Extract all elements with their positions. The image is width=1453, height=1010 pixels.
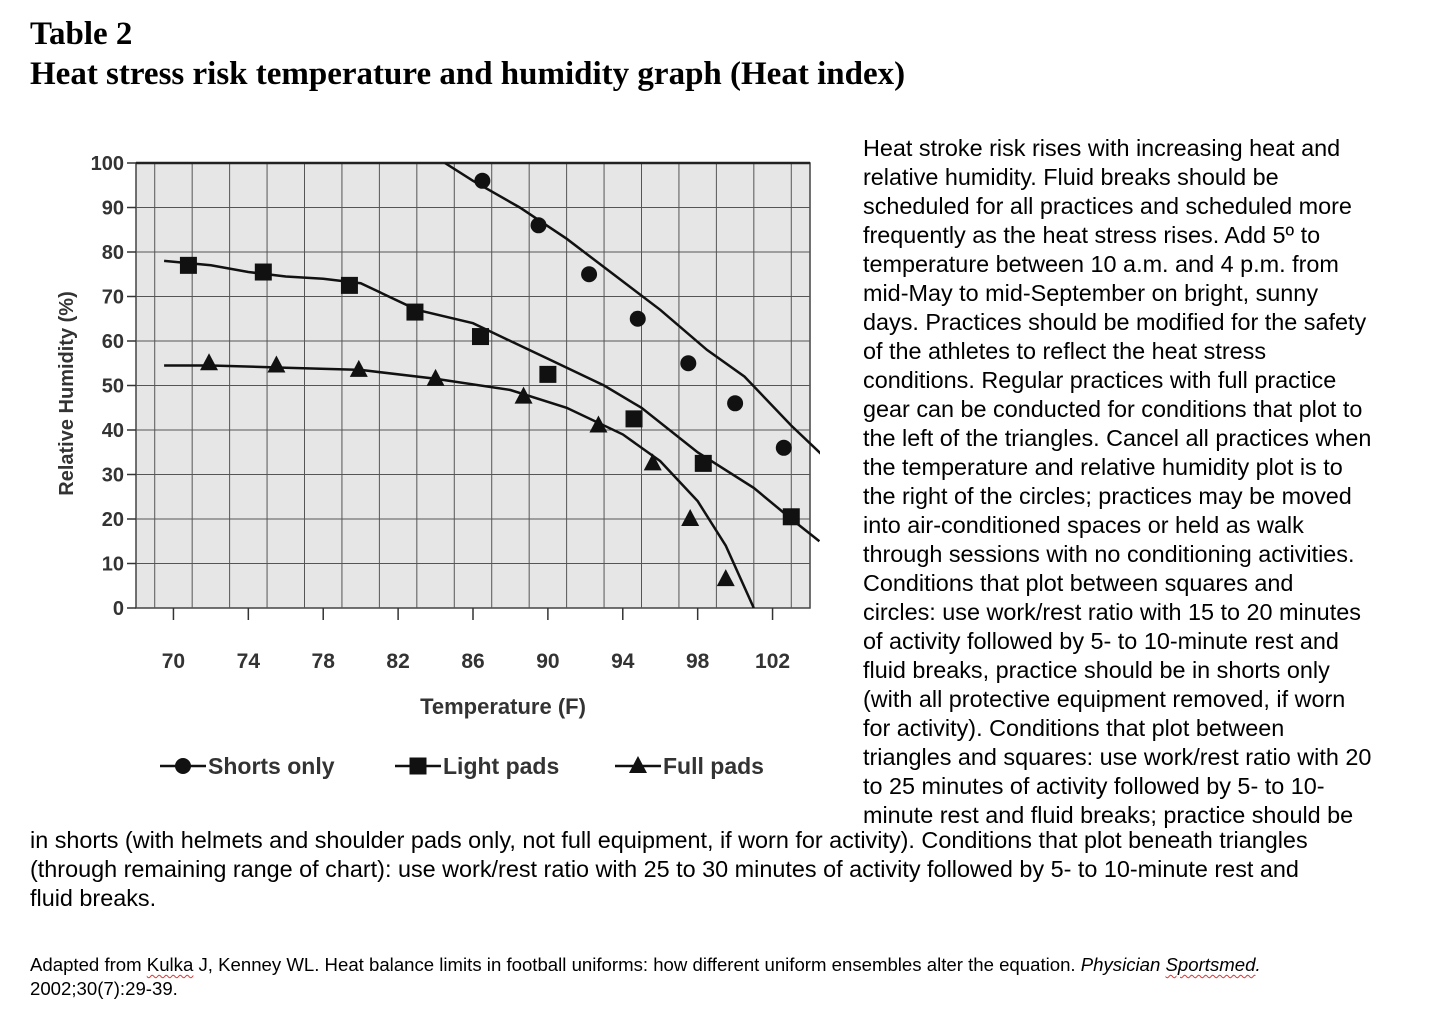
- table-heading: Heat stress risk temperature and humidit…: [30, 56, 906, 92]
- data-point-light-pads: [782, 508, 800, 526]
- citation-journal-a: Physician: [1080, 954, 1166, 975]
- citation-author-surname: Kulka: [146, 954, 194, 975]
- side-text-line: to 25 minutes of activity followed by 5-…: [863, 773, 1325, 799]
- data-point-shorts-only: [727, 395, 744, 412]
- data-point-light-pads: [254, 263, 272, 281]
- y-tick-label: 70: [102, 287, 124, 309]
- x-tick-label: 90: [536, 650, 559, 673]
- side-text-line: conditions. Regular practices with full …: [863, 367, 1337, 393]
- x-tick-label: 94: [611, 650, 635, 673]
- data-point-shorts-only: [581, 266, 598, 283]
- side-text-line: temperature between 10 a.m. and 4 p.m. f…: [863, 251, 1339, 277]
- description-continued: in shorts (with helmets and shoulder pad…: [30, 826, 1430, 913]
- x-tick-label: 82: [386, 650, 409, 673]
- data-point-full-pads: [589, 415, 608, 433]
- side-text-line: the temperature and relative humidity pl…: [863, 454, 1343, 480]
- page-title: Table 2 Heat stress risk temperature and…: [30, 14, 905, 94]
- side-text-line: of the athletes to reflect the heat stre…: [863, 338, 1267, 364]
- table-label: Table 2: [30, 16, 133, 52]
- side-text-line: mid-May to mid-September on bright, sunn…: [863, 280, 1319, 306]
- y-tick-label: 100: [91, 153, 124, 175]
- legend-label-shorts-only: Shorts only: [208, 753, 335, 779]
- side-text-line: circles: use work/rest ratio with 15 to …: [863, 599, 1361, 625]
- legend-marker-full-pads: [629, 756, 647, 773]
- data-point-light-pads: [406, 303, 424, 321]
- series-line-shorts-only: [444, 163, 820, 455]
- data-point-full-pads: [349, 359, 368, 377]
- y-tick-label: 0: [113, 598, 124, 620]
- side-text-line: Heat stroke risk rises with increasing h…: [863, 135, 1341, 161]
- data-point-full-pads: [200, 353, 219, 371]
- y-tick-label: 90: [102, 198, 124, 220]
- citation-journal-end: .: [1255, 954, 1261, 975]
- side-text-line: minute rest and fluid breaks; practice s…: [863, 802, 1354, 828]
- citation-line2: 2002;30(7):29-39.: [30, 978, 178, 999]
- data-point-shorts-only: [629, 310, 646, 327]
- data-point-full-pads: [267, 355, 286, 373]
- y-tick-label: 60: [102, 331, 124, 353]
- data-point-shorts-only: [775, 439, 792, 456]
- side-text-line: frequently as the heat stress rises. Add…: [863, 222, 1321, 248]
- y-tick-label: 20: [102, 509, 124, 531]
- side-text-line: days. Practices should be modified for t…: [863, 309, 1367, 335]
- y-tick-label: 10: [102, 554, 124, 576]
- side-text-line: for activity). Conditions that plot betw…: [863, 715, 1285, 741]
- data-point-shorts-only: [680, 355, 697, 372]
- x-tick-label: 102: [755, 650, 790, 673]
- citation-journal-b: Sportsmed: [1165, 954, 1256, 975]
- side-text-line: the left of the triangles. Cancel all pr…: [863, 425, 1372, 451]
- y-tick-label: 40: [102, 420, 124, 442]
- data-point-full-pads: [643, 453, 662, 471]
- side-text-line: fluid breaks, practice should be in shor…: [863, 657, 1330, 683]
- side-text-line: Conditions that plot between squares and: [863, 570, 1294, 596]
- y-axis-label: Relative Humidity (%): [56, 291, 78, 495]
- side-text-line: of activity followed by 5- to 10-minute …: [863, 628, 1339, 654]
- side-text-line: gear can be conducted for conditions tha…: [863, 396, 1363, 422]
- x-tick-label: 86: [461, 650, 484, 673]
- heat-index-chart: 0 10 20 30 40 50 60 70 80 90 100 70 74 78 82 86 90 94 98 10…: [56, 153, 820, 779]
- y-tick-label: 50: [102, 376, 124, 398]
- citation-prefix: Adapted from: [30, 954, 147, 975]
- full-text-line: fluid breaks.: [30, 885, 157, 911]
- data-point-full-pads: [716, 569, 735, 587]
- data-point-shorts-only: [474, 172, 491, 189]
- legend-label-full-pads: Full pads: [663, 753, 764, 779]
- side-text-line: into air-conditioned spaces or held as w…: [863, 512, 1304, 538]
- side-text-line: relative humidity. Fluid breaks should b…: [863, 164, 1279, 190]
- data-point-full-pads: [514, 386, 533, 404]
- data-point-light-pads: [471, 328, 489, 346]
- full-text-line: in shorts (with helmets and shoulder pad…: [30, 827, 1308, 853]
- legend-marker-light-pads: [409, 757, 427, 775]
- legend-label-light-pads: Light pads: [443, 753, 559, 779]
- side-text-line: through sessions with no conditioning ac…: [863, 541, 1355, 567]
- x-axis-label: Temperature (F): [420, 694, 586, 719]
- data-point-light-pads: [340, 276, 358, 294]
- data-point-shorts-only: [530, 217, 547, 234]
- legend-marker-shorts-only: [175, 758, 191, 774]
- full-text-line: (through remaining range of chart): use …: [30, 856, 1299, 882]
- citation: Adapted from Kulka J, Kenney WL. Heat ba…: [30, 953, 1440, 1001]
- data-point-light-pads: [179, 256, 197, 274]
- y-tick-label: 30: [102, 465, 124, 487]
- y-tick-label: 80: [102, 242, 124, 264]
- x-tick-label: 70: [162, 650, 185, 673]
- side-text-line: the right of the circles; practices may …: [863, 483, 1352, 509]
- data-point-light-pads: [539, 365, 557, 383]
- citation-middle: J, Kenney WL. Heat balance limits in foo…: [193, 954, 1081, 975]
- side-text-line: triangles and squares: use work/rest rat…: [863, 744, 1372, 770]
- data-point-light-pads: [625, 410, 643, 428]
- x-tick-label: 98: [686, 650, 710, 673]
- x-tick-label: 78: [312, 650, 336, 673]
- data-point-full-pads: [681, 509, 700, 526]
- data-point-light-pads: [694, 454, 712, 472]
- side-text-line: scheduled for all practices and schedule…: [863, 193, 1352, 219]
- side-text-line: (with all protective equipment removed, …: [863, 686, 1346, 712]
- side-description: Heat stroke risk rises with increasing h…: [863, 134, 1423, 830]
- data-point-full-pads: [426, 368, 445, 386]
- x-tick-label: 74: [237, 650, 261, 673]
